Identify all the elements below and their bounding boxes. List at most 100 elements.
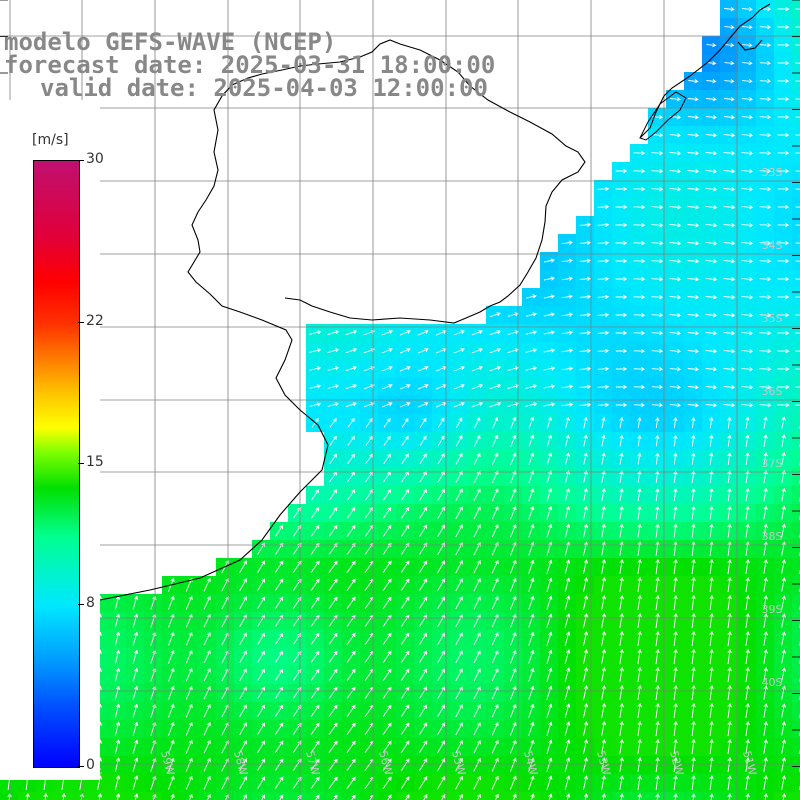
wind-arrow xyxy=(655,703,660,719)
wind-arrow xyxy=(510,488,517,502)
colorbar-tick-mark xyxy=(78,160,84,161)
wind-arrow xyxy=(741,331,754,336)
wind-arrow xyxy=(633,150,646,156)
wind-arrow xyxy=(528,559,535,574)
wind-arrow xyxy=(687,403,700,408)
wind-arrow xyxy=(473,506,481,520)
wind-arrow xyxy=(741,349,754,354)
wind-arrow xyxy=(651,312,664,318)
wind-arrow xyxy=(745,452,750,465)
wind-arrow xyxy=(601,739,607,755)
wind-arrow xyxy=(473,650,481,664)
wind-arrow xyxy=(705,169,718,174)
wind-arrow xyxy=(383,435,391,446)
wind-arrow xyxy=(455,470,463,483)
wind-arrow xyxy=(437,704,445,718)
wind-arrow xyxy=(745,577,750,593)
wind-arrow xyxy=(741,223,754,228)
wind-arrow xyxy=(564,577,571,592)
wind-arrow xyxy=(203,668,211,682)
wind-arrow xyxy=(491,559,499,574)
wind-arrow xyxy=(601,523,606,538)
wind-arrow xyxy=(525,312,537,317)
wind-arrow xyxy=(239,596,247,610)
wind-arrow xyxy=(528,631,535,646)
wind-arrow xyxy=(579,330,592,335)
wind-arrow xyxy=(491,596,499,610)
wind-arrow xyxy=(691,470,696,483)
wind-arrow xyxy=(705,151,718,156)
wind-arrow xyxy=(763,739,768,755)
wind-arrow xyxy=(709,649,714,665)
wind-arrow xyxy=(473,757,481,772)
wind-arrow xyxy=(615,168,628,174)
wind-arrow xyxy=(723,151,736,156)
wind-arrow xyxy=(633,366,646,372)
wind-arrow xyxy=(417,329,429,336)
wind-arrow xyxy=(781,667,787,682)
wind-arrow xyxy=(741,385,754,390)
wind-arrow xyxy=(437,578,445,592)
wind-arrow xyxy=(691,685,696,701)
wind-arrow xyxy=(691,775,696,791)
wind-arrow xyxy=(132,685,139,700)
wind-arrow xyxy=(418,722,428,736)
wind-arrow xyxy=(185,667,193,682)
wind-arrow xyxy=(615,384,628,390)
wind-arrow xyxy=(437,453,445,465)
wind-arrow xyxy=(455,488,463,502)
wind-arrow xyxy=(185,703,193,718)
wind-arrow xyxy=(419,650,428,663)
wind-arrow xyxy=(546,577,553,592)
wind-arrow xyxy=(509,757,517,772)
wind-arrow xyxy=(763,541,768,556)
wind-arrow xyxy=(399,329,411,336)
wind-arrow xyxy=(705,403,718,408)
wind-arrow xyxy=(795,224,800,226)
wind-arrow xyxy=(723,169,736,174)
wind-arrow xyxy=(239,740,247,754)
wind-arrow xyxy=(310,507,320,519)
wind-arrow xyxy=(651,330,664,336)
wind-arrow xyxy=(781,434,786,448)
wind-arrow xyxy=(400,560,410,574)
wind-arrow xyxy=(329,435,337,446)
wind-arrow xyxy=(455,704,463,718)
wind-arrow xyxy=(239,668,247,682)
wind-arrow xyxy=(763,505,768,520)
wind-arrow xyxy=(383,489,392,501)
wind-arrow xyxy=(528,452,535,466)
wind-arrow xyxy=(512,793,517,800)
wind-arrow xyxy=(795,296,800,298)
wind-arrow xyxy=(400,704,410,718)
wind-arrow xyxy=(601,667,607,683)
wind-arrow xyxy=(310,758,320,771)
wind-arrow xyxy=(491,650,499,664)
wind-arrow xyxy=(561,402,574,407)
wind-arrow xyxy=(637,649,642,665)
wind-arrow xyxy=(795,260,800,262)
wind-arrow xyxy=(759,240,772,246)
wind-arrow xyxy=(564,649,571,665)
wind-arrow xyxy=(745,470,750,484)
wind-arrow xyxy=(400,740,410,754)
wind-arrow xyxy=(669,241,682,246)
wind-arrow xyxy=(561,276,573,281)
wind-arrow xyxy=(777,222,790,228)
wind-arrow xyxy=(418,758,428,772)
wind-arrow xyxy=(400,776,410,790)
wind-arrow xyxy=(309,402,322,407)
wind-arrow xyxy=(582,685,589,701)
wind-arrow xyxy=(583,505,588,520)
wind-arrow xyxy=(419,614,428,628)
wind-arrow xyxy=(417,347,429,354)
wind-arrow xyxy=(633,402,645,408)
wind-arrow xyxy=(741,295,754,300)
wind-arrow xyxy=(583,488,588,502)
wind-arrow xyxy=(564,488,571,502)
wind-arrow xyxy=(691,595,696,611)
wind-cell xyxy=(468,792,486,800)
wind-arrow xyxy=(400,506,410,519)
wind-arrow xyxy=(673,523,678,538)
lat-label: 37S xyxy=(762,457,783,470)
